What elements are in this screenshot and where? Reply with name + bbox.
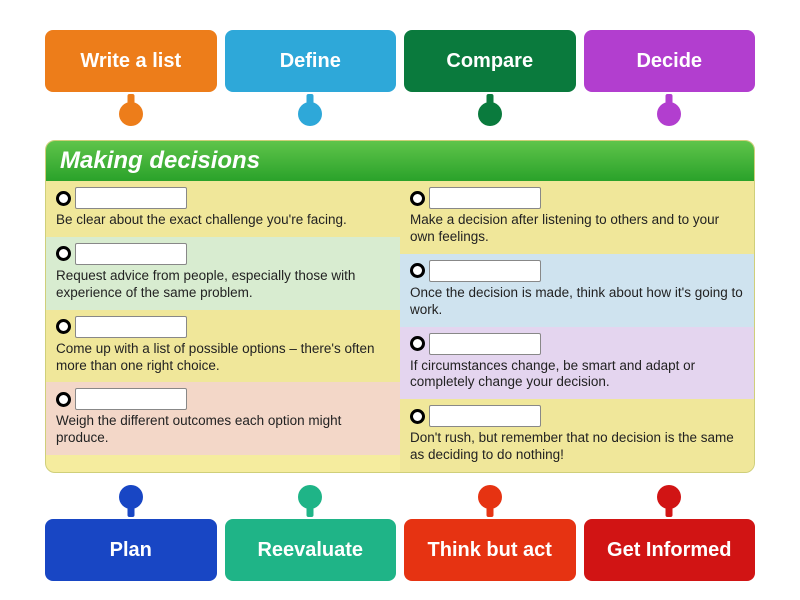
tag-reevaluate[interactable]: Reevaluate <box>225 487 397 581</box>
radio-icon <box>410 409 425 424</box>
tag-label: Compare <box>404 30 576 92</box>
tag-label: Plan <box>45 519 217 581</box>
radio-icon <box>56 392 71 407</box>
board-cell: Request advice from people, especially t… <box>46 237 400 310</box>
pin-icon <box>478 485 502 509</box>
tag-label: Think but act <box>404 519 576 581</box>
drop-zone[interactable] <box>410 405 744 427</box>
tag-define[interactable]: Define <box>225 30 397 126</box>
answer-slot[interactable] <box>75 316 187 338</box>
board-cell: Once the decision is made, think about h… <box>400 254 754 327</box>
pin-icon <box>298 485 322 509</box>
answer-slot[interactable] <box>429 187 541 209</box>
answer-slot[interactable] <box>429 405 541 427</box>
top-tag-row: Write a list Define Compare Decide <box>45 30 755 126</box>
tag-label: Define <box>225 30 397 92</box>
drop-zone[interactable] <box>410 333 744 355</box>
board-col-left: Be clear about the exact challenge you'r… <box>46 181 400 472</box>
answer-slot[interactable] <box>75 187 187 209</box>
answer-slot[interactable] <box>75 388 187 410</box>
cell-text: If circumstances change, be smart and ad… <box>410 358 744 392</box>
board-cell: If circumstances change, be smart and ad… <box>400 327 754 400</box>
cell-text: Weigh the different outcomes each option… <box>56 413 390 447</box>
board-cell: Weigh the different outcomes each option… <box>46 382 400 455</box>
radio-icon <box>56 191 71 206</box>
board-cell: Don't rush, but remember that no decisio… <box>400 399 754 472</box>
tag-think-but-act[interactable]: Think but act <box>404 487 576 581</box>
board-col-right: Make a decision after listening to other… <box>400 181 754 472</box>
board-title: Making decisions <box>46 141 754 181</box>
drop-zone[interactable] <box>410 260 744 282</box>
pin-icon <box>657 102 681 126</box>
tag-compare[interactable]: Compare <box>404 30 576 126</box>
board-body: Be clear about the exact challenge you'r… <box>46 181 754 472</box>
radio-icon <box>410 263 425 278</box>
board-cell: Make a decision after listening to other… <box>400 181 754 254</box>
pin-icon <box>478 102 502 126</box>
answer-slot[interactable] <box>75 243 187 265</box>
cell-text: Request advice from people, especially t… <box>56 268 390 302</box>
radio-icon <box>56 319 71 334</box>
radio-icon <box>56 246 71 261</box>
drop-zone[interactable] <box>56 243 390 265</box>
drop-zone[interactable] <box>56 187 390 209</box>
tag-label: Write a list <box>45 30 217 92</box>
answer-slot[interactable] <box>429 260 541 282</box>
cell-text: Come up with a list of possible options … <box>56 341 390 375</box>
cell-text: Don't rush, but remember that no decisio… <box>410 430 744 464</box>
drop-zone[interactable] <box>410 187 744 209</box>
pin-icon <box>119 485 143 509</box>
board-cell: Come up with a list of possible options … <box>46 310 400 383</box>
tag-label: Decide <box>584 30 756 92</box>
tag-plan[interactable]: Plan <box>45 487 217 581</box>
drop-zone[interactable] <box>56 388 390 410</box>
board: Making decisions Be clear about the exac… <box>45 140 755 473</box>
tag-write-a-list[interactable]: Write a list <box>45 30 217 126</box>
cell-text: Once the decision is made, think about h… <box>410 285 744 319</box>
tag-label: Get Informed <box>584 519 756 581</box>
pin-icon <box>657 485 681 509</box>
bottom-tag-row: Plan Reevaluate Think but act Get Inform… <box>45 487 755 581</box>
tag-get-informed[interactable]: Get Informed <box>584 487 756 581</box>
cell-text: Be clear about the exact challenge you'r… <box>56 212 390 229</box>
tag-decide[interactable]: Decide <box>584 30 756 126</box>
pin-icon <box>119 102 143 126</box>
answer-slot[interactable] <box>429 333 541 355</box>
pin-icon <box>298 102 322 126</box>
drop-zone[interactable] <box>56 316 390 338</box>
radio-icon <box>410 336 425 351</box>
radio-icon <box>410 191 425 206</box>
cell-text: Make a decision after listening to other… <box>410 212 744 246</box>
tag-label: Reevaluate <box>225 519 397 581</box>
board-cell: Be clear about the exact challenge you'r… <box>46 181 400 237</box>
